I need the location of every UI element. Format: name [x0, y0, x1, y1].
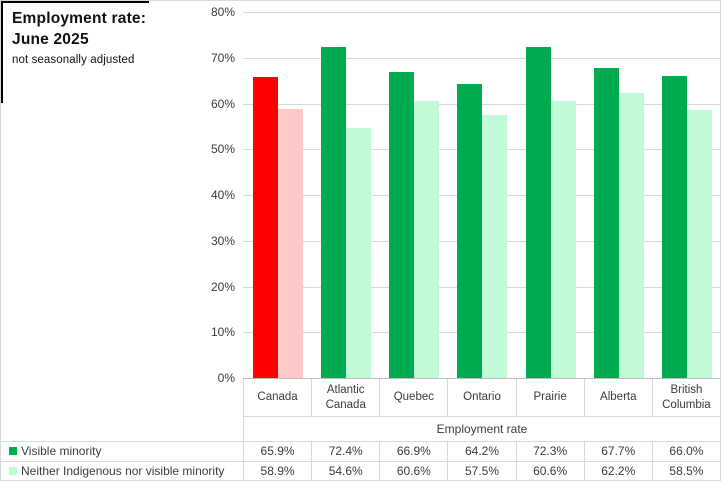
y-axis-tick-label: 40%	[210, 188, 235, 202]
table-value: 58.5%	[651, 461, 720, 480]
table-value: 54.6%	[311, 461, 379, 480]
table-value: 58.9%	[243, 461, 311, 480]
bar-visible-minority-4	[525, 47, 551, 378]
table-value: 66.9%	[379, 441, 447, 461]
y-axis-tick-label: 70%	[210, 50, 235, 65]
legend-label: Neither Indigenous nor visible minority	[21, 464, 225, 478]
bar-visible-minority-2	[389, 71, 415, 378]
bar-visible-minority-1	[321, 46, 347, 378]
bar-visible-minority-0	[253, 76, 278, 378]
table-value: 72.4%	[311, 441, 379, 461]
y-axis-tick-label: 60%	[210, 96, 235, 111]
chart-title-line1: Employment rate:	[12, 10, 147, 27]
table-value: 66.0%	[651, 441, 720, 461]
bar-neither-2	[414, 100, 440, 378]
category-label: British Columbia	[651, 379, 720, 416]
table-value: 65.9%	[243, 441, 311, 461]
y-axis-tick-label: 0%	[217, 371, 235, 385]
category-label: Atlantic Canada	[311, 379, 379, 416]
chart-subtitle: not seasonally adjusted	[12, 53, 135, 66]
y-axis-tick-label: 20%	[210, 279, 235, 294]
table-value: 57.5%	[447, 461, 515, 480]
category-label: Quebec	[379, 379, 447, 416]
table-value: 67.7%	[583, 441, 652, 461]
bar-visible-minority-5	[593, 68, 619, 378]
x-axis-line	[243, 378, 720, 379]
y-axis-tick-label: 80%	[210, 5, 235, 19]
bar-neither-3	[482, 114, 508, 378]
chart-title-box: Employment rate: June 2025 not seasonall…	[1, 1, 149, 103]
table-value: 60.6%	[379, 461, 447, 480]
legend-label: Visible minority	[21, 444, 102, 458]
legend-swatch-icon	[9, 447, 17, 455]
table-value: 72.3%	[515, 441, 584, 461]
bar-neither-0	[278, 108, 303, 378]
bar-visible-minority-6	[661, 76, 687, 378]
table-value: 62.2%	[583, 461, 652, 480]
table-value: 60.6%	[515, 461, 584, 480]
gridline	[243, 12, 720, 13]
table-header-employment-rate: Employment rate	[243, 416, 720, 441]
bar-neither-5	[618, 93, 644, 378]
category-label: Canada	[243, 379, 311, 416]
y-axis-tick-label: 50%	[210, 142, 235, 157]
bar-neither-1	[346, 128, 372, 378]
legend-item-visible-minority: Visible minority	[1, 441, 243, 461]
category-label: Prairie	[515, 379, 584, 416]
category-label: Alberta	[583, 379, 652, 416]
legend-item-neither: Neither Indigenous nor visible minority	[1, 461, 243, 480]
table-row-border	[1, 461, 720, 462]
bar-neither-6	[686, 110, 712, 378]
table-value: 64.2%	[447, 441, 515, 461]
y-axis-tick-label: 30%	[210, 233, 235, 248]
bar-visible-minority-3	[457, 84, 483, 378]
legend-swatch-icon	[9, 467, 17, 475]
chart-title-line2: June 2025	[12, 30, 89, 48]
table-row-border	[1, 441, 720, 442]
y-axis-tick-label: 10%	[210, 325, 235, 340]
category-label: Ontario	[447, 379, 515, 416]
gridline	[243, 57, 720, 59]
bar-neither-4	[550, 100, 576, 378]
